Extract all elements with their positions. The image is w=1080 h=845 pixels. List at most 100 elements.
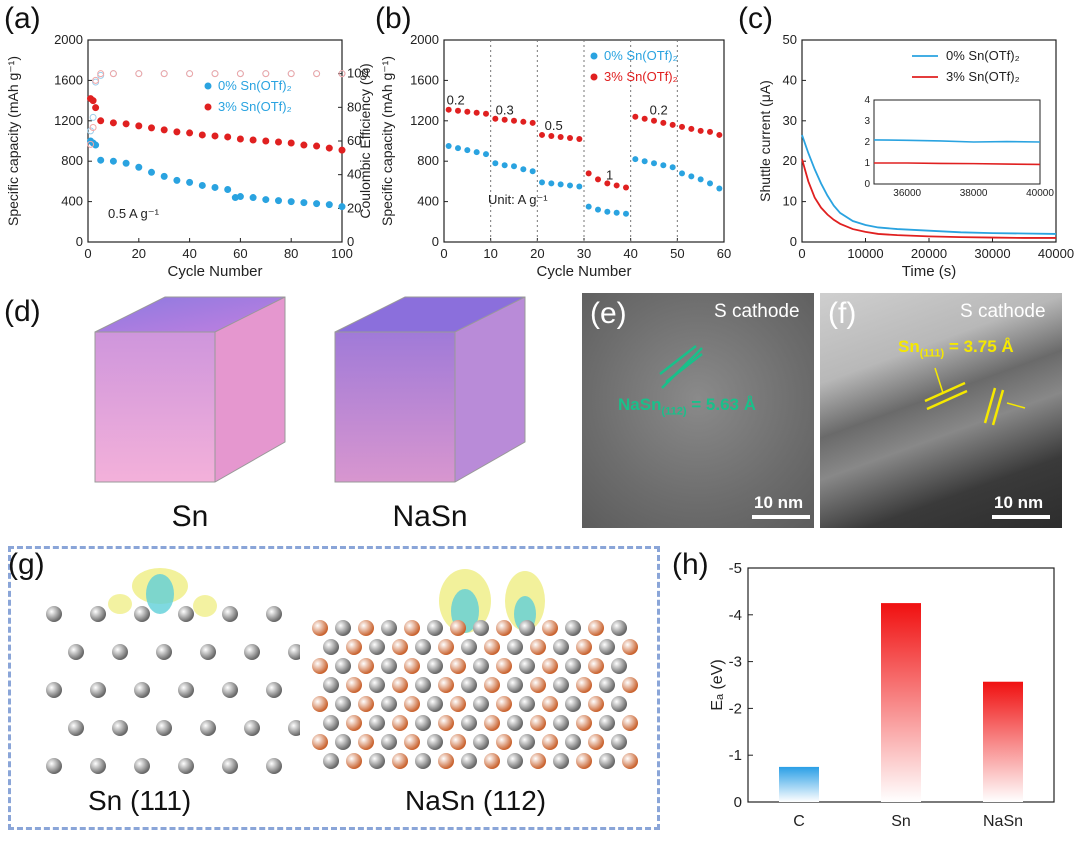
na-atom bbox=[484, 639, 500, 655]
data-point bbox=[287, 70, 295, 78]
na-atom bbox=[576, 715, 592, 731]
data-point bbox=[595, 206, 601, 213]
na-atom bbox=[346, 677, 362, 693]
na-atom bbox=[346, 715, 362, 731]
na-atom bbox=[576, 753, 592, 769]
inset-series-line bbox=[873, 139, 1041, 143]
tem-image-f: (f) S cathode Sn(111) = 3.75 Å 10 nm bbox=[820, 293, 1062, 528]
sn-atom bbox=[178, 758, 194, 774]
data-point bbox=[262, 137, 270, 145]
bar-sn bbox=[881, 603, 921, 802]
data-point bbox=[716, 131, 723, 138]
data-point bbox=[338, 70, 346, 78]
y-tick-label: 0 bbox=[76, 234, 83, 249]
lattice-f-phase: Sn bbox=[898, 337, 920, 356]
sn-atom bbox=[553, 753, 569, 769]
data-point bbox=[173, 128, 181, 136]
panel-label-b: (b) bbox=[375, 2, 412, 35]
scalebar-f-label: 10 nm bbox=[994, 493, 1044, 512]
sn-atom bbox=[68, 644, 84, 660]
y-tick-label: 20 bbox=[783, 153, 797, 168]
x-axis-label: Cycle Number bbox=[167, 263, 262, 280]
data-point bbox=[455, 145, 461, 152]
sn-atom bbox=[323, 715, 339, 731]
data-point bbox=[576, 135, 583, 142]
data-point bbox=[595, 176, 601, 183]
data-point bbox=[651, 117, 657, 124]
data-point bbox=[109, 157, 117, 165]
y-tick-label: -2 bbox=[729, 700, 742, 717]
na-atom bbox=[622, 753, 638, 769]
data-point bbox=[89, 124, 97, 132]
data-point bbox=[520, 166, 527, 173]
data-point bbox=[186, 70, 194, 78]
y-tick-label: 2000 bbox=[410, 32, 439, 47]
sn-atom bbox=[381, 620, 397, 636]
sn-atom bbox=[90, 606, 106, 622]
data-point bbox=[464, 108, 471, 115]
data-point bbox=[473, 149, 480, 156]
data-point bbox=[623, 210, 629, 217]
lattice-f-value: = 3.75 Å bbox=[944, 337, 1014, 356]
data-point bbox=[651, 160, 657, 167]
data-point bbox=[275, 138, 282, 146]
data-point bbox=[529, 168, 536, 175]
data-point bbox=[160, 70, 168, 78]
data-point bbox=[613, 209, 620, 216]
sn-atom bbox=[599, 639, 615, 655]
x-tick-label: 0 bbox=[798, 246, 805, 261]
x-tick-label: 60 bbox=[233, 246, 247, 261]
rate-label: 0.2 bbox=[650, 103, 668, 118]
sn-atom bbox=[473, 696, 489, 712]
x-tick-label: 0 bbox=[440, 246, 447, 261]
scalebar-e bbox=[752, 515, 810, 519]
data-point bbox=[679, 170, 685, 177]
data-point bbox=[198, 131, 206, 139]
sn-atom bbox=[134, 758, 150, 774]
data-point bbox=[585, 170, 592, 177]
data-point bbox=[313, 142, 321, 150]
na-atom bbox=[496, 658, 512, 674]
na-atom bbox=[312, 696, 328, 712]
data-point bbox=[89, 97, 97, 105]
y2-tick-label: 60 bbox=[347, 133, 361, 148]
data-point bbox=[97, 117, 105, 125]
series-line bbox=[801, 134, 1057, 235]
na-atom bbox=[346, 639, 362, 655]
na-atom bbox=[312, 734, 328, 750]
panel-label-h: (h) bbox=[672, 548, 709, 581]
rate-label: 0.3 bbox=[496, 103, 514, 118]
lattice-fringe-marker-f bbox=[924, 367, 1026, 426]
na-atom bbox=[358, 696, 374, 712]
data-point bbox=[697, 176, 704, 183]
x-category-label: NaSn bbox=[983, 813, 1023, 830]
data-point bbox=[641, 115, 648, 122]
y-tick-label: 0 bbox=[432, 234, 439, 249]
na-atom bbox=[312, 620, 328, 636]
data-point bbox=[557, 133, 564, 140]
na-atom bbox=[542, 696, 558, 712]
data-point bbox=[557, 181, 564, 188]
na-atom bbox=[346, 753, 362, 769]
sn-atom bbox=[415, 715, 431, 731]
na-atom bbox=[312, 658, 328, 674]
data-point bbox=[660, 119, 667, 126]
legend-entry: 3% Sn(OTf)₂ bbox=[218, 99, 292, 114]
sn-atom bbox=[156, 720, 172, 736]
na-atom bbox=[450, 620, 466, 636]
sn-atom bbox=[427, 620, 443, 636]
data-point bbox=[548, 132, 555, 139]
legend-entry: 3% Sn(OTf)₂ bbox=[604, 69, 678, 84]
legend-entry: 3% Sn(OTf)₂ bbox=[946, 69, 1020, 84]
na-atom bbox=[450, 658, 466, 674]
sn-distribution-cube bbox=[94, 296, 286, 483]
data-point bbox=[224, 185, 232, 193]
sn-atom bbox=[90, 758, 106, 774]
rate-label: 0.5 bbox=[545, 118, 563, 133]
data-point bbox=[707, 180, 713, 187]
data-point bbox=[445, 106, 452, 113]
data-point bbox=[520, 118, 527, 125]
sn-111-slab-structure bbox=[46, 568, 300, 774]
data-point bbox=[236, 135, 244, 143]
sn-atom bbox=[519, 658, 535, 674]
